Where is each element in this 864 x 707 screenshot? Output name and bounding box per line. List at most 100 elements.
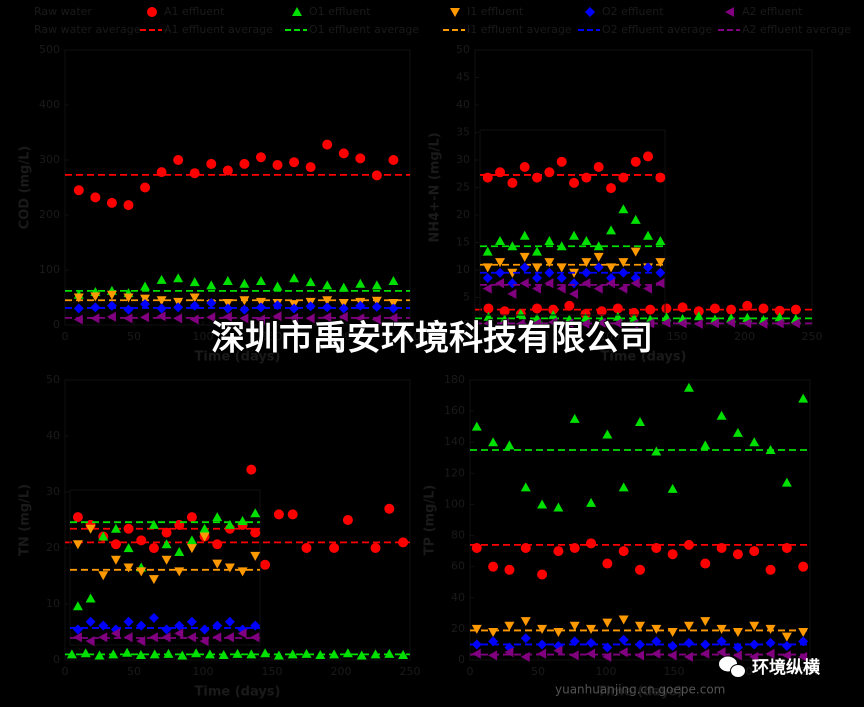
data-point — [781, 641, 792, 651]
data-point — [156, 303, 167, 314]
data-point — [123, 543, 134, 553]
x-tick-label: 150 — [667, 330, 688, 343]
y-tick-label: 60 — [451, 560, 465, 573]
data-point — [237, 628, 247, 639]
data-point — [471, 624, 482, 634]
data-point — [732, 642, 743, 653]
data-point — [726, 304, 737, 315]
data-point — [569, 650, 579, 661]
x-tick-label: 100 — [193, 665, 214, 678]
data-point — [556, 283, 566, 294]
y-tick-label: 20 — [46, 541, 60, 554]
data-point — [618, 546, 629, 557]
data-point — [515, 309, 526, 318]
data-point — [677, 318, 687, 329]
data-point — [239, 296, 250, 306]
data-point — [189, 168, 200, 179]
data-point — [532, 246, 543, 256]
data-point — [98, 571, 109, 581]
data-point — [329, 649, 340, 659]
data-point — [239, 278, 250, 288]
data-point — [355, 153, 366, 164]
legend: Raw water A1 effluent O1 effluent I1 efflue… — [10, 5, 851, 36]
data-point — [72, 540, 83, 550]
data-point — [629, 318, 639, 329]
data-point — [371, 170, 382, 181]
data-point — [618, 283, 628, 294]
x-tick-label: 250 — [800, 665, 821, 678]
x-tick-label: 250 — [400, 330, 421, 343]
data-point — [206, 158, 217, 169]
data-point — [239, 313, 249, 324]
data-point — [272, 300, 283, 311]
data-point — [564, 300, 575, 311]
y-tick-label: 300 — [39, 153, 60, 166]
data-point — [80, 648, 91, 658]
data-point — [161, 555, 172, 565]
data-point — [495, 167, 506, 178]
data-point — [556, 273, 567, 283]
data-point — [716, 647, 726, 658]
data-point — [123, 304, 134, 315]
data-point — [488, 437, 499, 447]
legend-label: A1 effluent — [164, 5, 225, 18]
x-tick-label: 150 — [664, 665, 685, 678]
data-point — [645, 304, 656, 315]
data-point — [655, 267, 666, 278]
data-point — [273, 650, 284, 660]
data-point — [507, 241, 518, 251]
data-point — [123, 293, 134, 303]
data-point — [232, 648, 243, 658]
y-tick-label: 180 — [444, 373, 465, 386]
data-point — [655, 278, 665, 289]
legend-label: Raw water — [34, 5, 92, 18]
data-point — [189, 314, 199, 325]
data-point — [212, 512, 223, 522]
data-point — [140, 312, 150, 323]
data-point — [683, 637, 694, 648]
data-point — [580, 318, 590, 329]
plot — [479, 129, 666, 316]
data-point — [618, 647, 628, 658]
data-point — [667, 549, 678, 560]
x-axis-label: Time (days) — [601, 350, 687, 365]
data-point — [790, 304, 801, 315]
data-point — [305, 313, 315, 324]
data-point — [239, 304, 250, 315]
logo-text: 环境纵横 — [752, 657, 820, 678]
data-point — [94, 650, 105, 660]
watermark: 深圳市禹安环境科技有限公司 — [211, 319, 653, 359]
data-point — [537, 648, 547, 659]
data-point — [255, 276, 266, 285]
plot-frame — [64, 379, 411, 661]
data-point — [596, 306, 607, 317]
data-point — [224, 563, 235, 573]
data-point — [199, 624, 210, 635]
data-point — [651, 648, 661, 659]
data-point — [106, 197, 117, 208]
data-point — [110, 555, 121, 565]
data-point — [504, 647, 514, 658]
data-point — [338, 148, 349, 159]
data-point — [537, 639, 548, 650]
data-point — [519, 262, 530, 273]
data-point — [85, 636, 95, 647]
data-point — [798, 393, 809, 403]
y-tick-label: 30 — [456, 153, 470, 166]
data-point — [136, 620, 147, 631]
data-point — [532, 273, 543, 283]
y-axis-label: TP (mg/L) — [423, 485, 438, 556]
data-point — [287, 509, 298, 520]
data-point — [553, 628, 564, 637]
data-point — [581, 278, 591, 289]
data-point — [106, 311, 116, 322]
y-tick-label: 10 — [46, 597, 60, 610]
data-point — [798, 651, 808, 662]
y-axis-label: COD (mg/L) — [18, 146, 33, 230]
data-point — [148, 632, 158, 643]
data-point — [765, 648, 775, 659]
y-tick-label: 40 — [451, 591, 465, 604]
data-point — [581, 172, 592, 183]
x-tick-label: 0 — [467, 665, 474, 678]
